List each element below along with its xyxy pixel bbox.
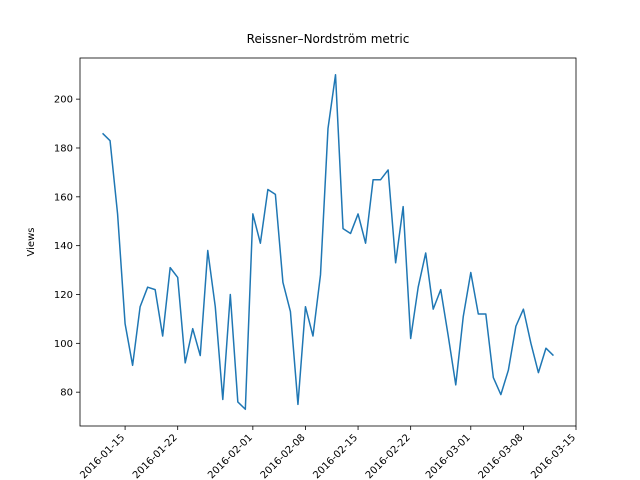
y-tick-label: 140 — [54, 241, 73, 252]
x-tick-label: 2016-03-01 — [424, 432, 473, 480]
y-tick-label: 120 — [54, 290, 73, 301]
x-tick-label: 2016-01-15 — [78, 432, 127, 480]
y-tick-label: 80 — [60, 388, 73, 399]
line-series — [102, 73, 554, 411]
chart-title: Reissner–Nordström metric — [247, 32, 410, 46]
y-tick-label: 200 — [54, 95, 73, 106]
x-tick-label: 2016-01-22 — [131, 432, 180, 480]
x-tick-label: 2016-02-15 — [311, 432, 360, 480]
x-tick-label: 2016-02-08 — [259, 432, 308, 480]
y-tick-label: 100 — [54, 339, 73, 350]
x-tick-label: 2016-03-08 — [477, 432, 526, 480]
x-tick-label: 2016-02-22 — [364, 432, 413, 480]
y-tick-label: 180 — [54, 143, 73, 154]
x-tick-label: 2016-03-15 — [529, 432, 578, 480]
y-tick-label: 160 — [54, 192, 73, 203]
x-tick-label: 2016-02-01 — [206, 432, 255, 480]
y-axis-label: Views — [26, 228, 37, 257]
plot-frame — [79, 57, 577, 427]
